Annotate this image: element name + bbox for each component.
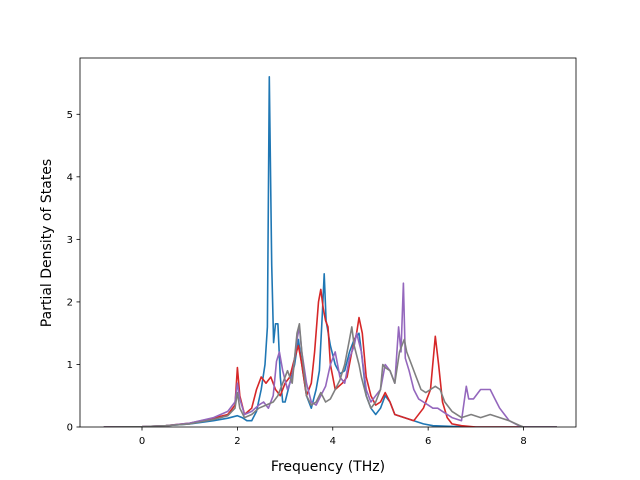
x-tick-label: 0 [139,436,145,447]
y-axis-label: Partial Density of States [39,159,55,327]
x-axis-label: Frequency (THz) [271,459,385,475]
x-tick-label: 2 [234,436,240,447]
plot-frame [79,57,577,428]
plot-border [79,57,577,428]
x-tick-label: 4 [330,436,336,447]
y-tick-label: 4 [67,172,73,183]
series-line-2 [103,288,557,427]
y-axis-ticks: 0 1 2 3 4 5 [67,110,80,434]
y-tick-label: 3 [67,235,73,246]
y-tick-label: 1 [67,360,73,371]
y-tick-label: 0 [67,423,73,434]
series-line-1 [103,76,557,427]
x-axis-ticks: 0 2 4 6 8 [139,427,527,447]
x-tick-label: 6 [425,436,431,447]
series-lines [103,76,557,427]
series-line-4 [103,322,557,427]
y-tick-label: 2 [67,297,73,308]
y-tick-label: 5 [67,110,73,121]
x-tick-label: 8 [520,436,526,447]
series-line-3 [103,282,557,427]
